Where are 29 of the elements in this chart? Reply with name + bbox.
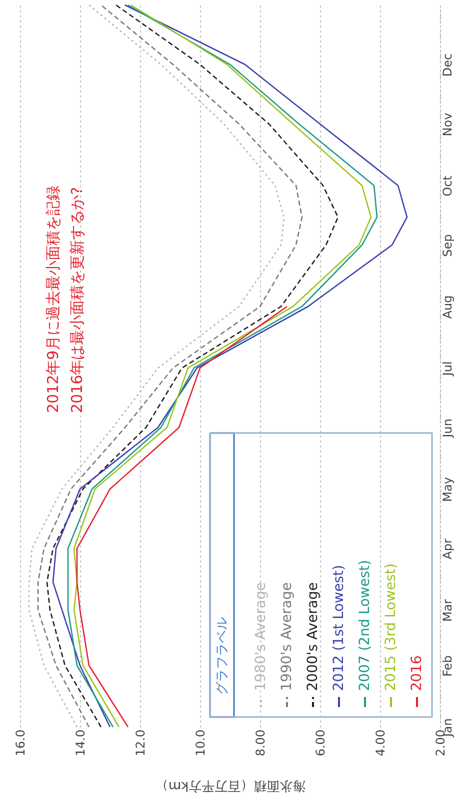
y-tick-label: Oct <box>440 175 454 196</box>
y-tick-label: Sep <box>440 234 454 257</box>
text: 2015 (3rd Lowest) <box>383 563 399 691</box>
text: 2007 (2nd Lowest) <box>357 560 373 691</box>
y-tick-label: Apr <box>440 538 454 560</box>
y-tick-label: Nov <box>440 112 454 136</box>
text: 1990's Average <box>279 582 295 691</box>
y-tick-label: Dec <box>440 53 454 77</box>
x-tick-label: 14.0 <box>74 730 88 756</box>
text: 2000's Average <box>305 582 321 691</box>
x-tick-label: 12.0 <box>134 730 148 756</box>
y-tick-label: Jul <box>440 361 454 377</box>
y-tick-label: Jun <box>440 418 454 438</box>
x-tick-label: 16.0 <box>14 730 28 756</box>
annotation: 2016年は最小面積を更新するか? <box>68 186 86 413</box>
annotation: 2012年9月に過去最小面積を記録 <box>44 185 62 413</box>
y-tick-label: May <box>440 477 454 502</box>
legend-title: グラフラベル <box>215 617 230 695</box>
y-tick-label: Aug <box>440 295 454 319</box>
x-axis-title: 海氷面積（百万平方km） <box>155 778 306 794</box>
text: 1980's Average <box>253 582 269 691</box>
text: 2012 (1st Lowest) <box>331 564 347 691</box>
x-tick-label: 8.00 <box>254 730 268 756</box>
x-tick-label: 10.0 <box>194 730 208 756</box>
text: 2016 <box>409 655 425 691</box>
x-tick-label: 4.00 <box>374 730 388 756</box>
x-tick-label: 6.00 <box>314 730 328 756</box>
y-tick-label: Feb <box>440 655 454 677</box>
y-tick-label: Mar <box>440 599 454 622</box>
